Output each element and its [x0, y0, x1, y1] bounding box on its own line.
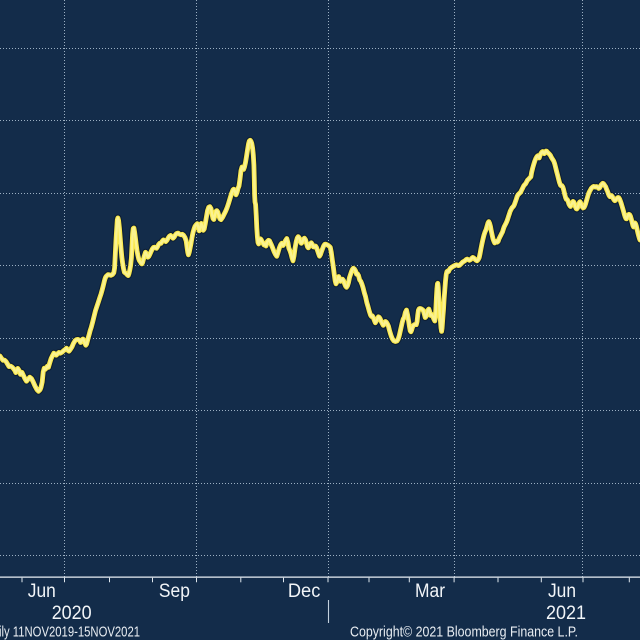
svg-text:Mar: Mar: [415, 580, 445, 602]
svg-text:Jun: Jun: [548, 580, 576, 602]
svg-text:2020: 2020: [52, 602, 92, 624]
svg-text:Sep: Sep: [159, 580, 190, 602]
svg-text:Copyright© 2021 Bloomberg Fina: Copyright© 2021 Bloomberg Finance L.P.: [350, 624, 578, 640]
svg-text:Jun: Jun: [28, 580, 56, 602]
svg-text:ily 11NOV2019-15NOV2021: ily 11NOV2019-15NOV2021: [0, 624, 140, 640]
svg-text:Dec: Dec: [288, 580, 321, 602]
svg-text:2021: 2021: [546, 602, 586, 624]
